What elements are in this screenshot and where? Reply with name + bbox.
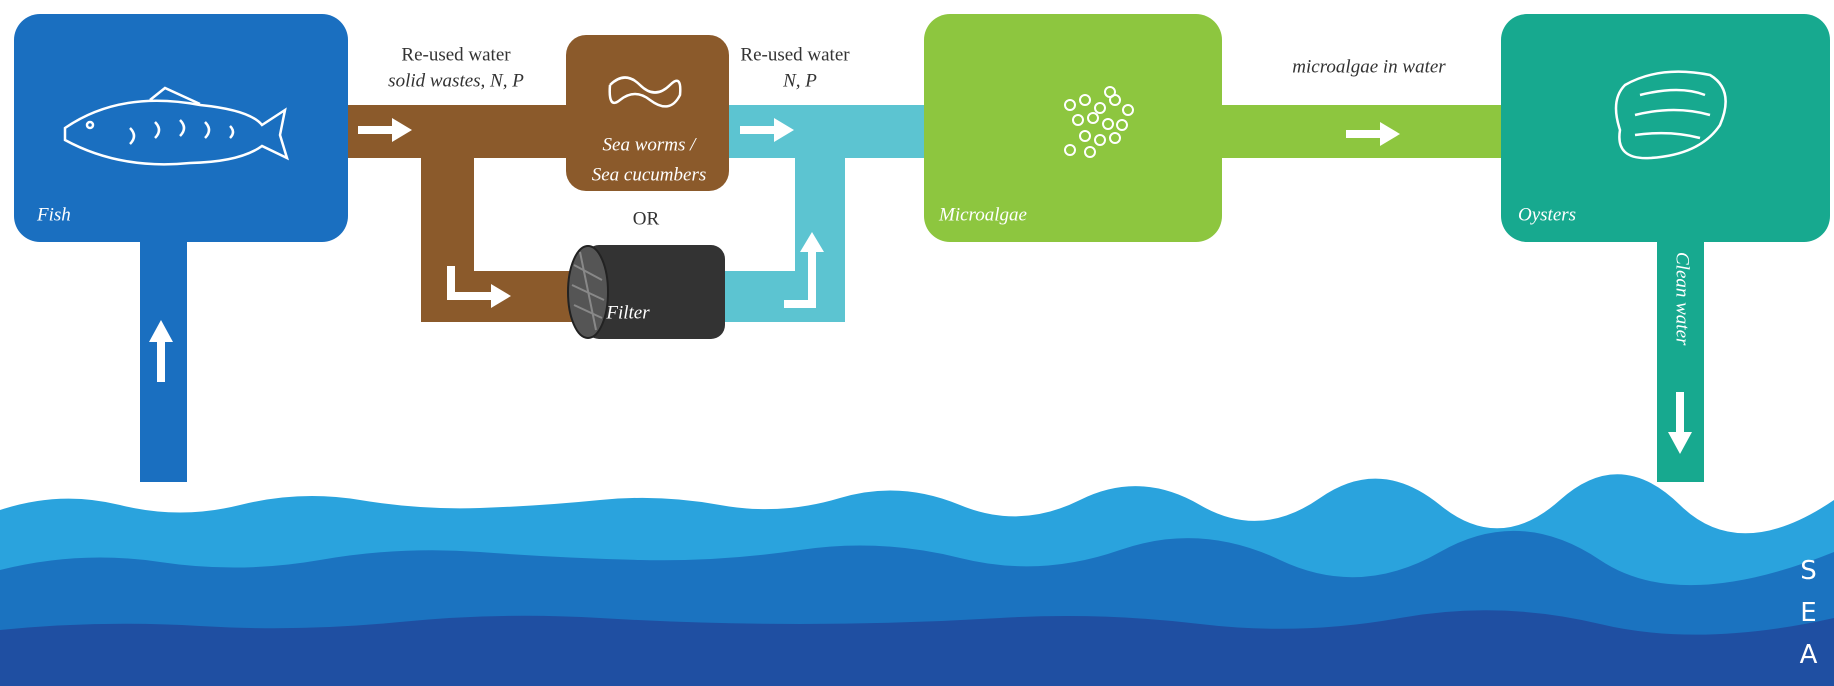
node-label: Filter <box>605 302 650 323</box>
edge-label: solid wastes, N, P <box>388 70 524 91</box>
node-label: Sea cucumbers <box>592 164 707 185</box>
edge-label: microalgae in water <box>1292 56 1446 77</box>
edge-label: Re-used water <box>740 44 850 65</box>
sea <box>0 474 1834 686</box>
or-label: OR <box>633 208 660 229</box>
edge-label: N, P <box>782 70 817 91</box>
node-label: Oysters <box>1518 204 1576 225</box>
diagram: Re-used water solid wastes, N, P Re-used… <box>0 0 1834 686</box>
node-label: Microalgae <box>938 204 1027 225</box>
edge-label: Clean water <box>1672 252 1693 346</box>
node-label: Fish <box>36 204 71 225</box>
filter-cylinder <box>568 245 725 339</box>
flow-arrows <box>149 118 1692 454</box>
cyan-pipe-filter <box>725 271 845 322</box>
sea-label: SEA <box>1794 556 1824 682</box>
edge-label: Re-used water <box>401 44 511 65</box>
node-label: Sea worms / <box>603 134 698 155</box>
